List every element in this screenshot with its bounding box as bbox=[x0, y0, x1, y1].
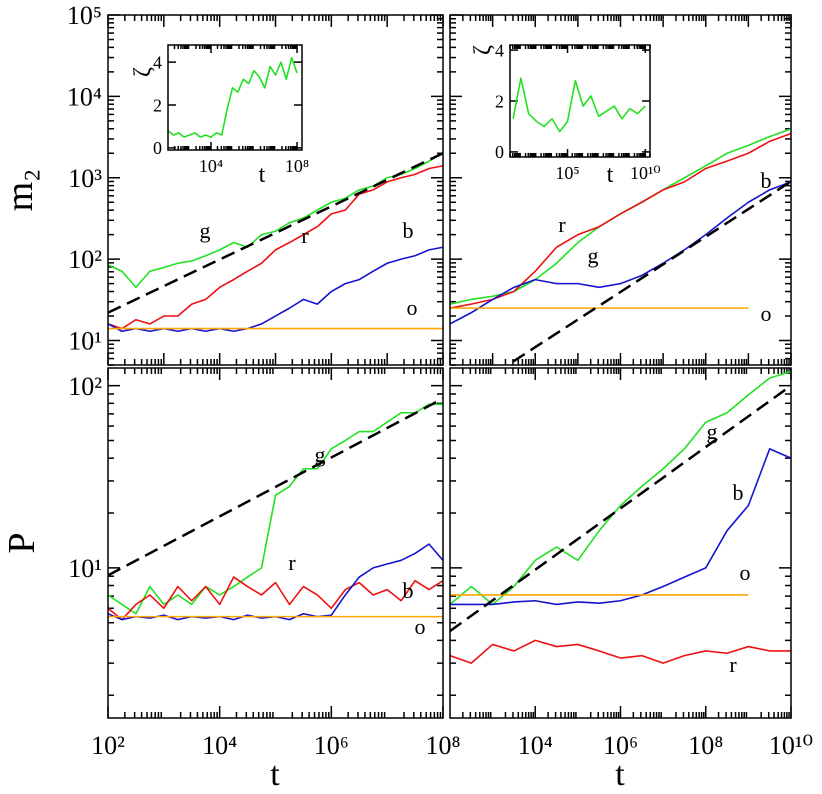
plot-frame bbox=[449, 367, 792, 719]
y-tick-label: 10⁵ bbox=[67, 1, 102, 30]
plot-area bbox=[510, 45, 650, 157]
y-tick-label: 10¹ bbox=[68, 554, 102, 583]
y-tick-label: 0 bbox=[495, 142, 504, 162]
data-line bbox=[108, 403, 443, 615]
series-group bbox=[108, 397, 443, 621]
x-tick-label: 10¹⁰ bbox=[630, 163, 661, 183]
plot-frame bbox=[449, 14, 792, 366]
x-axis-label: t bbox=[270, 756, 280, 793]
plot-area bbox=[108, 368, 443, 718]
series-label: g bbox=[200, 218, 211, 243]
x-tick-label: 10² bbox=[91, 731, 125, 760]
y-axis-label: ζ bbox=[130, 67, 156, 77]
series-label: r bbox=[558, 212, 566, 237]
x-tick-label: 10⁵ bbox=[555, 163, 579, 183]
y-tick-label: 10² bbox=[68, 245, 102, 274]
y-tick-label: 0 bbox=[153, 138, 162, 158]
data-line bbox=[108, 165, 443, 330]
data-line bbox=[450, 132, 791, 309]
data-line bbox=[512, 77, 646, 133]
data-line bbox=[450, 181, 791, 325]
series-label: b bbox=[761, 168, 772, 193]
x-tick-label: 10⁴ bbox=[199, 156, 223, 176]
series-label: g bbox=[707, 419, 718, 444]
data-line bbox=[168, 57, 298, 138]
series-label: o bbox=[407, 295, 418, 320]
series-label: o bbox=[415, 614, 426, 639]
x-tick-label: 10⁶ bbox=[314, 731, 349, 760]
series-label: r bbox=[729, 652, 737, 677]
x-tick-label: 10⁸ bbox=[425, 731, 460, 760]
y-tick-label: 10² bbox=[68, 372, 102, 401]
series-label: b bbox=[733, 480, 744, 505]
y-axis-label: ζ bbox=[470, 45, 496, 55]
fit-line bbox=[512, 180, 791, 363]
x-tick-label: 10⁶ bbox=[603, 731, 638, 760]
inset: 10⁵ 10¹⁰ 0 2 4ζ t bbox=[470, 40, 661, 188]
series-group bbox=[450, 128, 791, 363]
y-axis-label: P bbox=[1, 532, 43, 553]
y-tick-label: 4 bbox=[495, 40, 504, 60]
series-group bbox=[108, 152, 443, 333]
series-label: g bbox=[588, 243, 599, 268]
series-label: o bbox=[740, 560, 751, 585]
plot-frame bbox=[509, 44, 651, 158]
y-axis-label: m₂ bbox=[0, 169, 41, 212]
x-tick-label: 10¹⁰ bbox=[769, 731, 813, 760]
series-label: o bbox=[761, 301, 772, 326]
y-tick-label: 2 bbox=[153, 95, 162, 115]
series-label: g bbox=[315, 442, 326, 467]
y-tick-label: 2 bbox=[495, 91, 504, 111]
inset: 10⁴ 10⁸ 0 2 4ζ t bbox=[130, 44, 309, 188]
series-group bbox=[168, 57, 298, 138]
y-tick-label: 10¹ bbox=[68, 327, 102, 356]
x-axis-label: t bbox=[615, 756, 625, 793]
x-tick-label: 10⁸ bbox=[285, 156, 309, 176]
y-tick-label: 10⁴ bbox=[67, 82, 102, 111]
x-axis-label: t bbox=[259, 162, 266, 188]
series-label: r bbox=[288, 550, 296, 575]
plot-area bbox=[168, 45, 302, 150]
series-group bbox=[450, 370, 791, 664]
y-tick-label: 4 bbox=[153, 52, 162, 72]
x-tick-label: 10⁴ bbox=[518, 731, 553, 760]
data-line bbox=[108, 152, 443, 289]
data-line bbox=[450, 448, 791, 606]
plot-area bbox=[450, 368, 791, 718]
data-line bbox=[450, 639, 791, 664]
x-tick-label: 10⁸ bbox=[688, 731, 723, 760]
x-axis-label: t bbox=[607, 162, 614, 188]
fit-line bbox=[108, 397, 443, 577]
y-tick-label: 10³ bbox=[68, 164, 102, 193]
data-line bbox=[450, 370, 791, 606]
series-group bbox=[512, 77, 646, 133]
panel: gr b o bbox=[449, 14, 792, 366]
panel: 10² 10⁴ 10⁶ 10⁸ 10¹ 10² g r bo Pt bbox=[1, 367, 461, 793]
plot-frame bbox=[107, 14, 444, 366]
panel: 10⁴ 10⁶ 10⁸ 10¹⁰ g b o r t bbox=[449, 367, 813, 793]
fit-line bbox=[450, 384, 791, 633]
x-tick-label: 10⁴ bbox=[202, 731, 237, 760]
plot-frame bbox=[107, 367, 444, 719]
data-line bbox=[108, 576, 443, 621]
series-label: b bbox=[403, 578, 414, 603]
series-label: r bbox=[301, 223, 309, 248]
plot-frame bbox=[167, 44, 303, 151]
series-label: b bbox=[403, 218, 414, 243]
